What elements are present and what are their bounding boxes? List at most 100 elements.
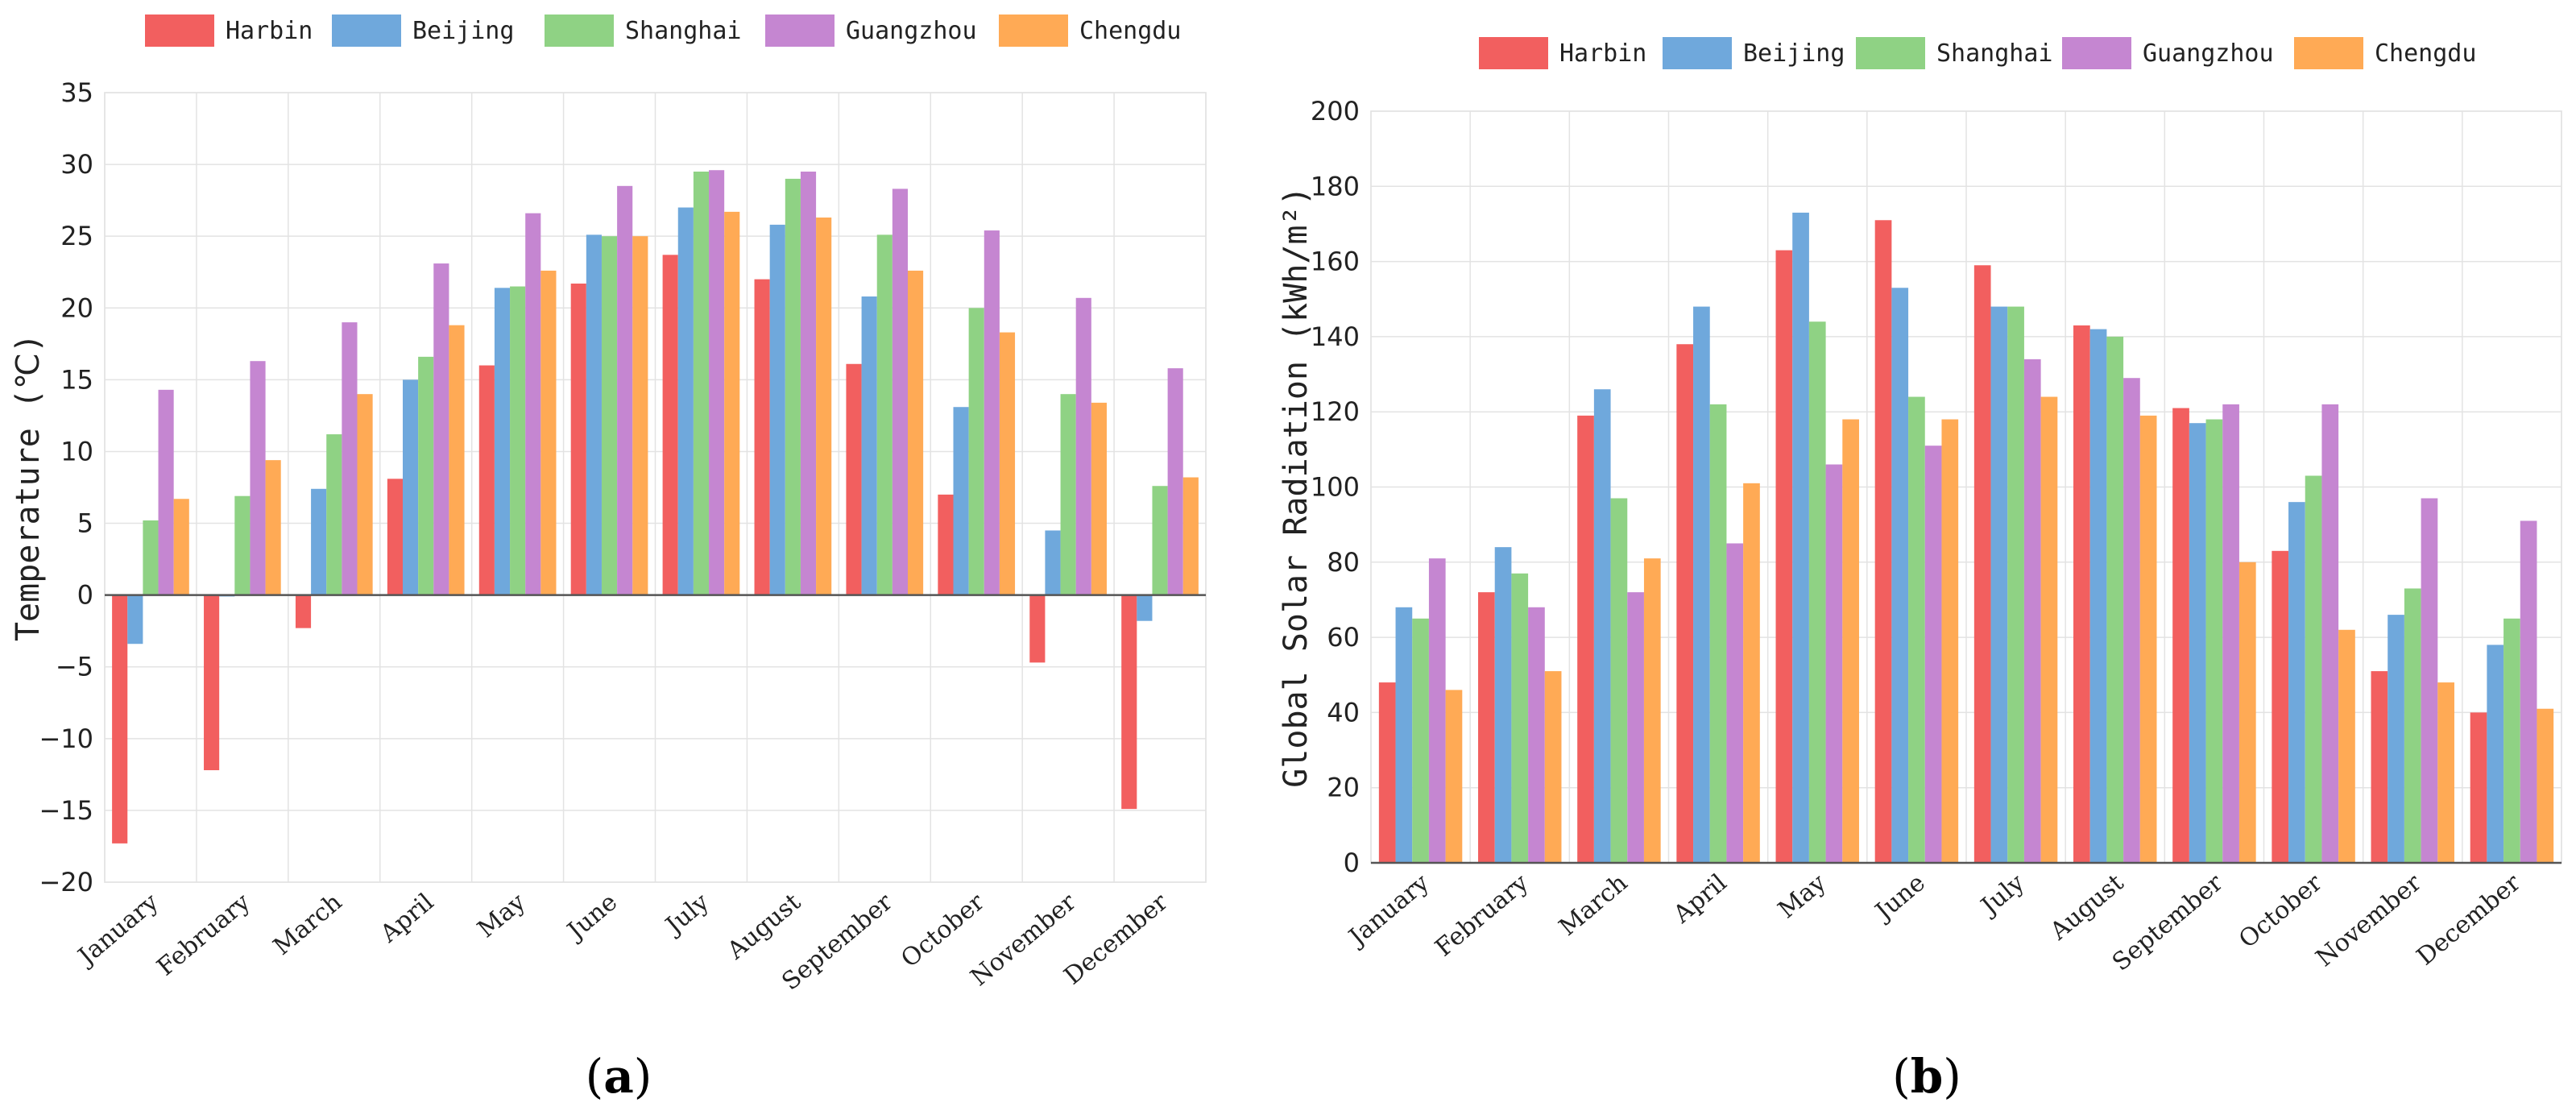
bar-shanghai-june [1908,396,1925,863]
bar-guangzhou-november [2421,498,2438,863]
legend-label-chengdu: Chengdu [1079,17,1181,45]
bar-harbin-august [754,279,770,595]
bar-harbin-december [2470,712,2487,863]
bar-shanghai-november [1060,394,1076,595]
bar-harbin-november [1029,595,1046,663]
y-tick-label: −15 [39,795,93,826]
bar-guangzhou-january [1428,558,1446,863]
bar-shanghai-may [510,286,526,595]
bar-guangzhou-october [2321,404,2339,863]
legend-swatch-chengdu [2294,37,2363,69]
bar-chengdu-may [540,270,557,595]
y-tick-label: −5 [56,652,93,682]
bar-chengdu-august [816,218,832,595]
bar-chengdu-june [1941,419,1959,863]
bar-beijing-july [1990,306,2008,864]
legend-label-harbin: Harbin [1559,39,1646,68]
bar-harbin-march [1577,415,1594,863]
y-tick-label: 40 [1327,697,1360,727]
bar-harbin-september [2172,408,2189,863]
bar-shanghai-september [2205,419,2223,863]
bar-guangzhou-september [892,189,908,595]
bar-guangzhou-september [2222,404,2239,863]
legend-label-harbin: Harbin [226,17,313,45]
legend-swatch-harbin [145,15,214,47]
x-tick-label: December [2412,868,2527,972]
x-tick-label: October [2234,868,2328,954]
bar-beijing-october [953,407,969,595]
bar-chengdu-april [1743,483,1760,863]
bar-beijing-december [2487,645,2504,863]
bar-beijing-april [403,379,419,595]
x-tick-label: January [72,888,164,972]
x-tick-label: March [1554,868,1633,941]
legend-swatch-harbin [1479,37,1548,69]
bar-chengdu-march [357,394,373,595]
bar-harbin-march [295,595,312,628]
y-tick-label: 180 [1311,171,1360,201]
bar-shanghai-july [693,172,710,595]
bar-harbin-november [2371,671,2388,863]
legend-swatch-shanghai [1856,37,1925,69]
bar-harbin-july [662,255,678,595]
bar-beijing-may [494,288,511,595]
chart-b-solar-radiation: 0 20 40 60 80 100 120 140 160 180 200 JanuaryFebrua… [1278,37,2562,977]
legend-label-shanghai: Shanghai [625,17,742,45]
bar-shanghai-december [2504,618,2520,863]
bar-guangzhou-march [342,322,358,595]
bar-harbin-january [1378,682,1396,863]
bar-shanghai-february [234,495,251,595]
bar-chengdu-march [1643,558,1661,863]
bar-chengdu-october [999,332,1016,595]
bar-guangzhou-march [1627,592,1644,863]
bar-shanghai-january [1412,618,1429,863]
x-tick-label: June [561,888,623,947]
x-tick-label: July [1974,868,2030,922]
caption-b: (b) [1892,1049,1961,1104]
y-axis-title: Temperature (℃) [10,334,47,641]
bar-beijing-october [2288,502,2305,863]
bar-harbin-june [1874,220,1892,863]
bar-harbin-october [2272,550,2289,863]
bar-guangzhou-october [984,230,1000,595]
bar-harbin-may [1775,250,1793,864]
x-tick-label: July [659,888,714,941]
y-tick-label: −10 [39,723,93,754]
bar-harbin-september [846,363,862,595]
bar-harbin-april [1676,344,1694,864]
bar-guangzhou-january [158,389,174,595]
bar-shanghai-february [1511,573,1529,863]
x-tick-label: May [472,888,531,943]
y-tick-label: 200 [1311,96,1360,126]
x-tick-label: January [1342,868,1435,952]
x-tick-label: February [1430,868,1534,962]
y-tick-label: 80 [1327,547,1360,578]
bar-beijing-march [311,488,327,595]
bar-beijing-september [861,296,877,595]
legend-label-shanghai: Shanghai [1936,39,2053,68]
legend-swatch-beijing [1663,37,1732,69]
bar-guangzhou-december [1167,368,1183,595]
y-tick-label: 30 [60,149,93,180]
x-tick-label: March [268,888,347,960]
y-tick-label: 160 [1311,247,1360,277]
bar-shanghai-october [2305,475,2322,863]
y-axis-title: Global Solar Radiation (kWh/m²) [1278,186,1315,788]
bar-chengdu-january [1445,690,1463,863]
bar-chengdu-january [173,499,189,595]
bar-shanghai-september [876,234,892,595]
legend-swatch-guangzhou [2062,37,2131,69]
bar-beijing-december [1137,595,1153,621]
y-tick-label: 35 [60,77,93,108]
bar-chengdu-july [724,211,740,595]
bar-guangzhou-june [617,185,633,595]
bar-shanghai-march [326,434,342,595]
y-tick-label: 100 [1311,472,1360,503]
bar-beijing-june [1891,288,1909,863]
x-tick-label: August [722,888,806,965]
y-tick-label: 20 [1327,773,1360,803]
bar-chengdu-december [2537,708,2554,863]
bar-beijing-august [2089,329,2107,863]
bar-beijing-january [1395,607,1413,863]
bar-beijing-august [769,224,785,595]
